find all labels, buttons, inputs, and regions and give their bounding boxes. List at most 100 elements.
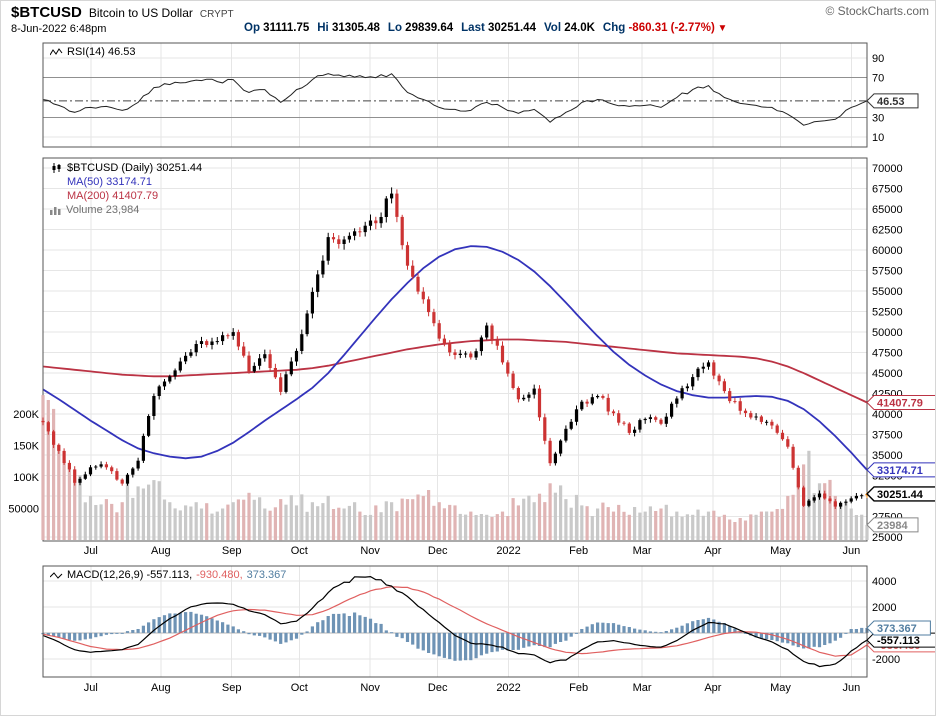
symbol: $BTCUSD: [11, 4, 82, 21]
signal-line: [42, 586, 868, 657]
svg-text:23984: 23984: [877, 520, 908, 532]
svg-text:May: May: [770, 682, 791, 694]
svg-text:50000: 50000: [8, 504, 39, 516]
rsi-value-callout: 46.53: [866, 93, 919, 109]
price-callout: 30251.44: [866, 486, 935, 502]
svg-text:37500: 37500: [872, 429, 903, 441]
svg-text:May: May: [770, 545, 791, 557]
rsi-panel: 90 70 30 10: [42, 42, 884, 148]
svg-text:Nov: Nov: [360, 545, 380, 557]
macd-line-icon: [50, 571, 63, 579]
symbol-name: Bitcoin to US Dollar: [88, 6, 193, 20]
macd-line: [42, 575, 868, 668]
volume-bars-icon: [50, 206, 61, 215]
price-legend-label: $BTCUSD (Daily) 30251.44: [67, 162, 203, 174]
candlesticks: [41, 187, 869, 509]
macd-callout: -557.113: [866, 632, 935, 648]
x-axis-labels: Jul Aug Sep Oct Nov Dec 2022 Feb Mar Apr May Jun Jul…: [84, 545, 860, 694]
macd-histogram-value: 373.367: [246, 569, 287, 581]
quote-value-last: 30251.44: [484, 22, 536, 34]
rsi-legend: RSI(14) 46.53: [50, 46, 135, 58]
svg-text:Oct: Oct: [291, 545, 308, 557]
ma50-legend: MA(50) 33174.71: [67, 176, 152, 188]
quote-value-hi: 31305.48: [328, 22, 380, 34]
price-callout: 41407.79: [866, 395, 935, 410]
rsi-line: [42, 73, 868, 126]
svg-text:46.53: 46.53: [877, 96, 905, 108]
svg-text:2022: 2022: [496, 682, 520, 694]
svg-text:Aug: Aug: [151, 545, 171, 557]
candlestick-icon: [52, 163, 61, 173]
header: $BTCUSD Bitcoin to US Dollar CRYPT © Stock…: [11, 4, 929, 21]
svg-text:Feb: Feb: [569, 545, 588, 557]
svg-text:Mar: Mar: [633, 682, 652, 694]
quote-label-chg: Chg: [602, 22, 626, 34]
change-down-triangle-icon: ▼: [714, 23, 728, 34]
svg-text:30251.44: 30251.44: [877, 489, 924, 501]
svg-text:33174.71: 33174.71: [877, 465, 923, 477]
svg-text:Mar: Mar: [633, 545, 652, 557]
svg-text:Nov: Nov: [360, 682, 380, 694]
svg-text:70000: 70000: [872, 163, 903, 175]
rsi-legend-label: RSI(14) 46.53: [67, 46, 136, 58]
quote-label-lo: Lo: [387, 22, 402, 34]
quote-value-vol: 24.0K: [561, 22, 595, 34]
quote-value-chg: -860.31 (-2.77%): [625, 22, 715, 34]
svg-text:Dec: Dec: [428, 682, 448, 694]
svg-text:-2000: -2000: [872, 654, 900, 666]
svg-text:2000: 2000: [872, 602, 896, 614]
svg-text:200K: 200K: [13, 409, 39, 421]
macd-signal-value: -930.480,: [196, 569, 243, 581]
svg-text:Jul: Jul: [84, 682, 98, 694]
ma50-legend-label: MA(50) 33174.71: [67, 176, 152, 188]
price-callout: 33174.71: [866, 462, 935, 478]
svg-text:150K: 150K: [13, 441, 39, 453]
svg-text:Jun: Jun: [842, 545, 860, 557]
svg-text:Sep: Sep: [222, 682, 242, 694]
svg-text:Aug: Aug: [151, 682, 171, 694]
copyright: © StockCharts.com: [825, 4, 929, 18]
svg-text:52500: 52500: [872, 307, 903, 319]
quote-label-hi: Hi: [317, 22, 329, 34]
svg-text:Oct: Oct: [291, 682, 308, 694]
svg-text:Dec: Dec: [428, 545, 448, 557]
svg-text:55000: 55000: [872, 286, 903, 298]
quote-value-lo: 29839.64: [401, 22, 454, 34]
price-callout: 23984: [866, 517, 919, 533]
svg-text:10: 10: [872, 132, 884, 144]
svg-text:90: 90: [872, 53, 884, 65]
ma200-legend-label: MA(200) 41407.79: [67, 190, 159, 202]
svg-text:100K: 100K: [13, 472, 39, 484]
svg-text:60000: 60000: [872, 245, 903, 257]
volume-legend-label: Volume 23,984: [66, 204, 140, 216]
svg-text:Apr: Apr: [704, 545, 721, 557]
svg-text:47500: 47500: [872, 348, 903, 360]
macd-legend-label: MACD(12,26,9) -557.113,: [67, 569, 193, 581]
quote-row: Op 31111.75 Hi 31305.48 Lo 29839.64 Last 30…: [236, 22, 727, 34]
volume-bars: [41, 395, 869, 541]
quote-label-last: Last: [461, 22, 485, 34]
svg-text:40000: 40000: [872, 409, 903, 421]
macd-panel: 4000 2000 -2000: [41, 565, 900, 678]
svg-text:Jul: Jul: [84, 545, 98, 557]
svg-text:50000: 50000: [872, 327, 903, 339]
volume-legend: Volume 23,984: [50, 204, 139, 216]
svg-text:45000: 45000: [872, 368, 903, 380]
svg-text:Sep: Sep: [222, 545, 242, 557]
svg-text:25000: 25000: [872, 532, 903, 544]
zigzag-icon: [50, 47, 63, 55]
svg-text:67500: 67500: [872, 184, 903, 196]
ma200-legend: MA(200) 41407.79: [67, 190, 158, 202]
ma200-line: [42, 338, 868, 404]
quote-label-op: Op: [244, 22, 260, 34]
svg-text:57500: 57500: [872, 266, 903, 278]
svg-text:4000: 4000: [872, 576, 896, 588]
svg-text:2022: 2022: [496, 545, 520, 557]
macd-callout: 373.367: [866, 620, 931, 636]
svg-text:35000: 35000: [872, 450, 903, 462]
svg-text:70: 70: [872, 73, 884, 85]
svg-text:Feb: Feb: [569, 682, 588, 694]
svg-text:Apr: Apr: [704, 682, 721, 694]
